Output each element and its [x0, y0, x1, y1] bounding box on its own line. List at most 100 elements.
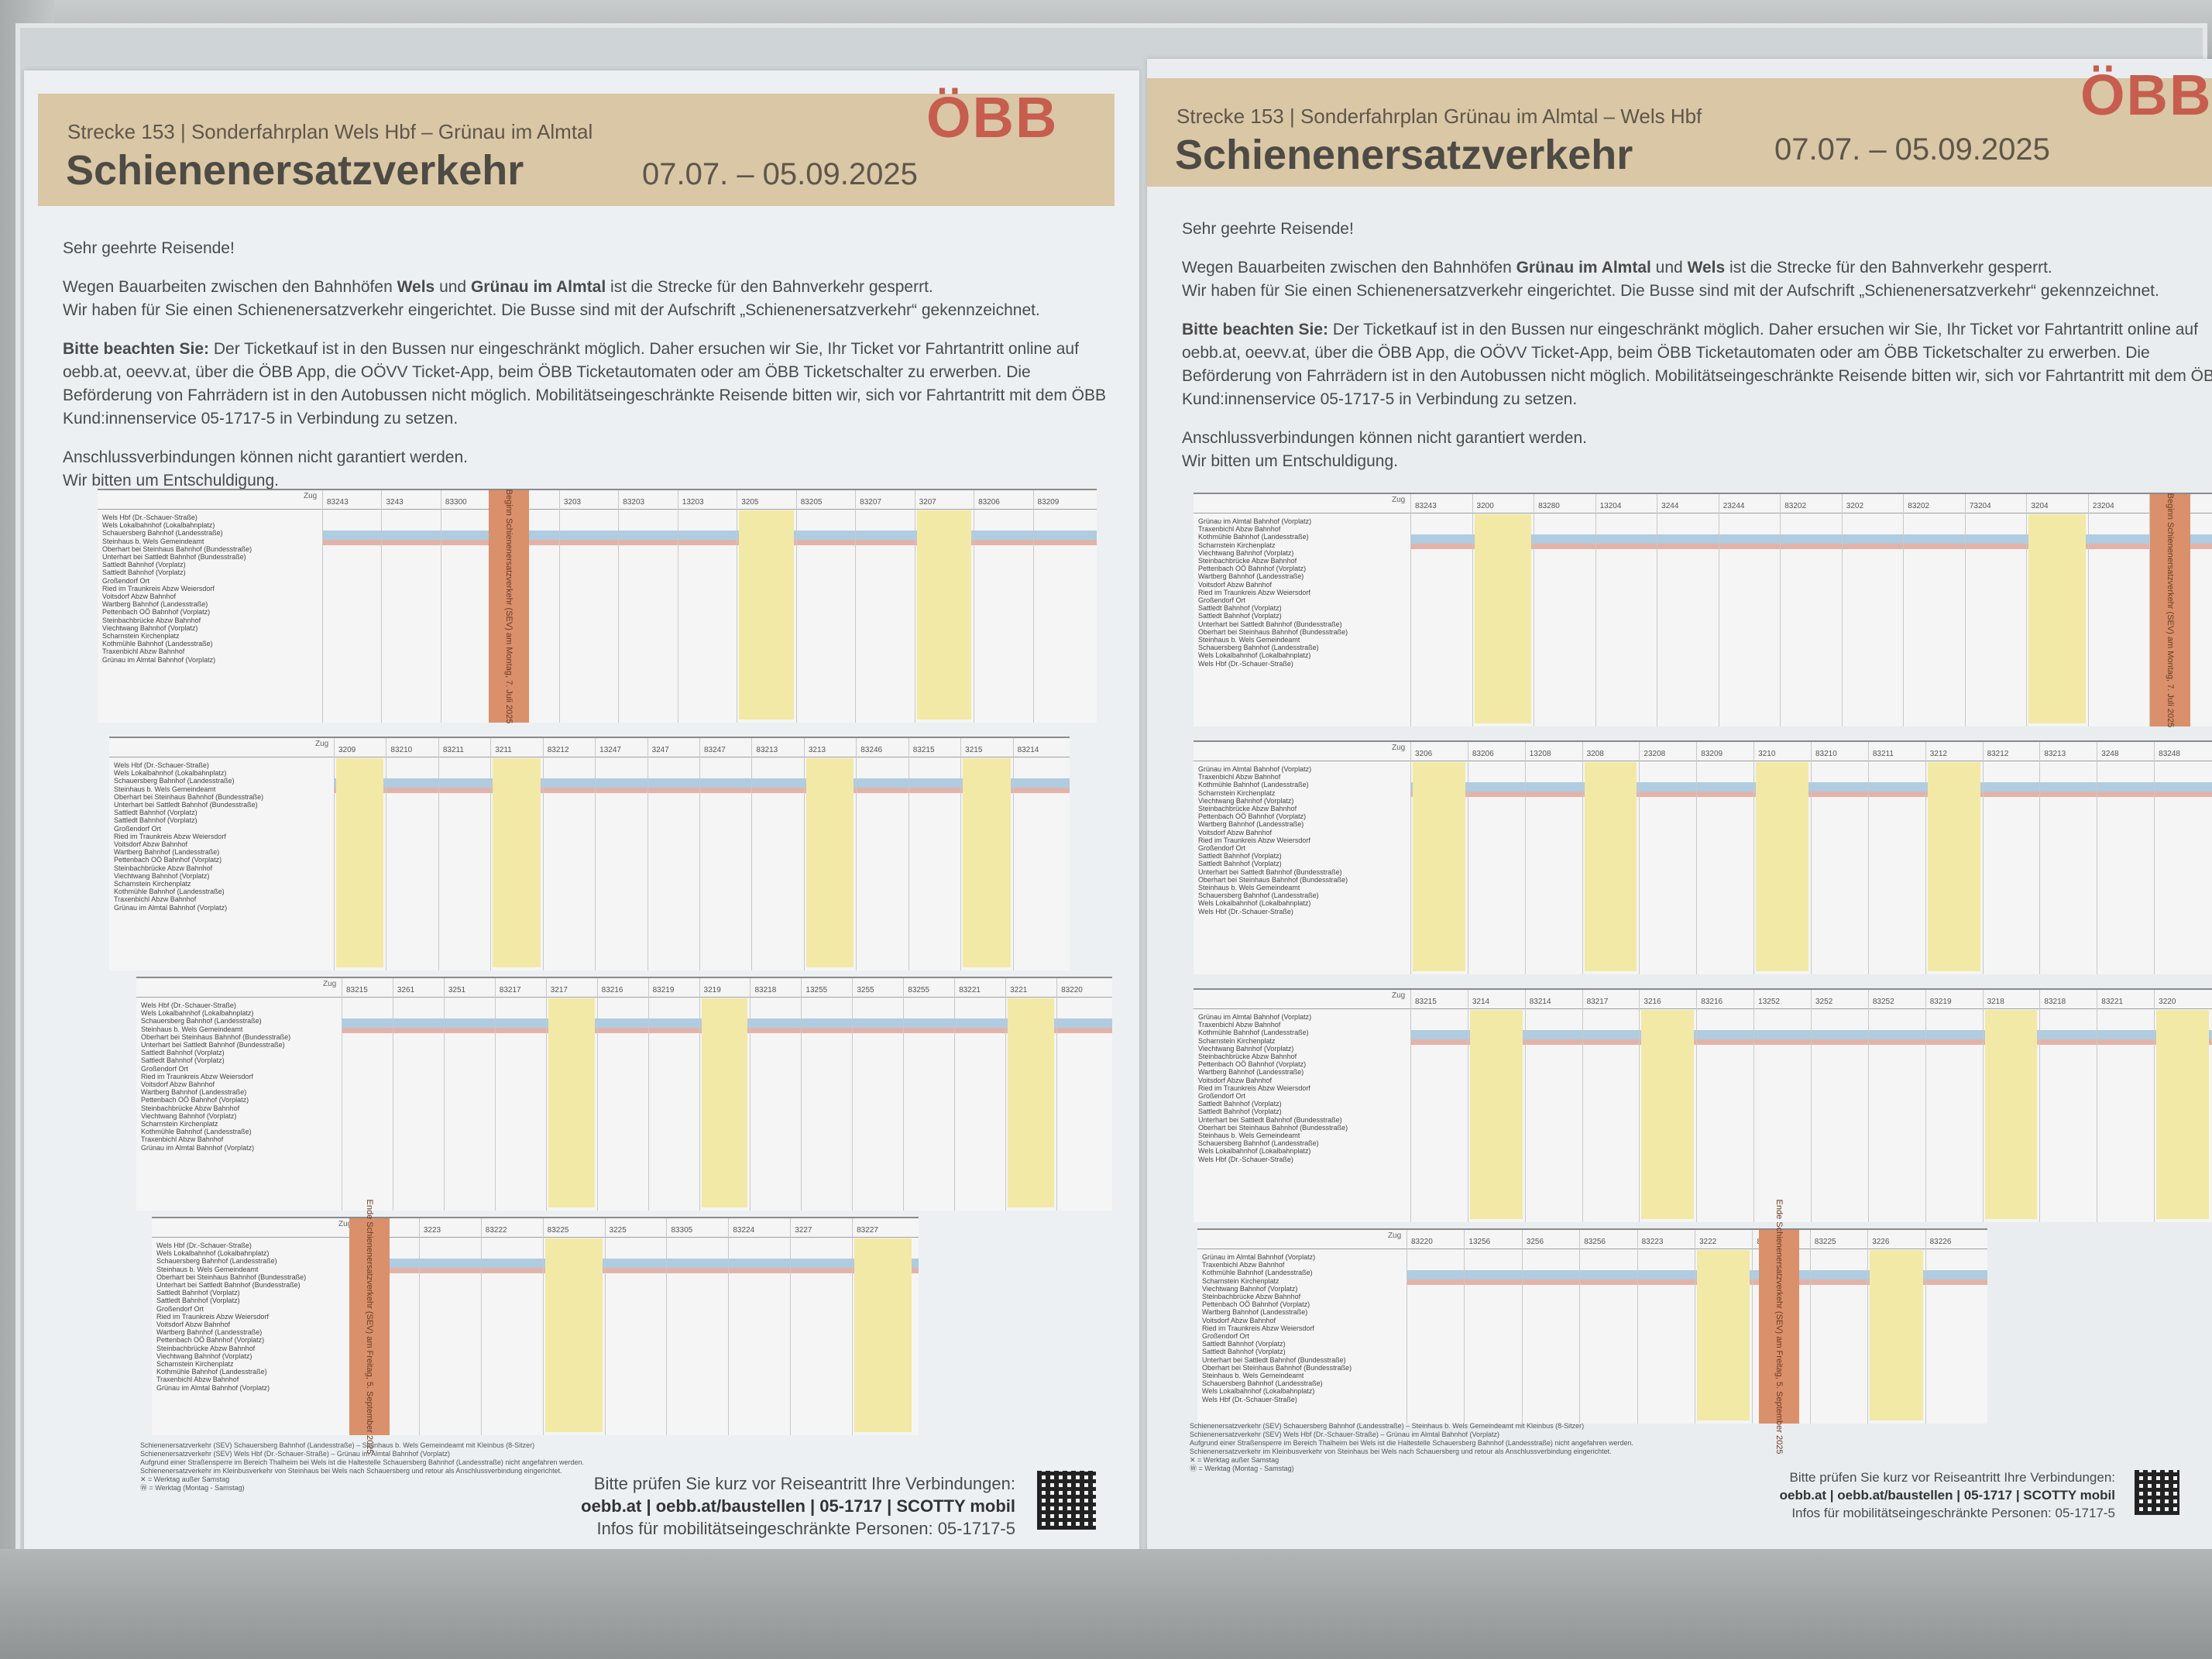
- station-name: Wartberg Bahnhof (Landesstraße): [141, 1088, 247, 1097]
- train-number: 83248: [2159, 750, 2180, 758]
- station-name: Unterhart bei Sattledt Bahnhof (Bundesst…: [1202, 1355, 1346, 1364]
- train-number: 3222: [1699, 1238, 1717, 1246]
- column-divider: [1005, 978, 1007, 1211]
- station-name: Voitsdorf Abzw Bahnhof: [114, 840, 188, 849]
- marker-text: Beginn Schienenersatzverkehr (SEV) am Mo…: [504, 489, 514, 724]
- column-divider: [604, 1218, 606, 1435]
- timetable-block: Zug Wels Hbf (Dr.-Schauer-Straße) Wels Lok…: [136, 977, 1112, 1211]
- station-name: Wartberg Bahnhof (Landesstraße): [156, 1328, 263, 1337]
- train-number: 13204: [1599, 502, 1622, 510]
- column-divider: [1925, 990, 1926, 1222]
- station-name: Großendorf Ort: [156, 1304, 204, 1313]
- column-divider: [1982, 742, 1984, 974]
- station-name: Voitsdorf Abzw Bahnhof: [141, 1080, 215, 1089]
- sev-column: [548, 998, 595, 1207]
- poster-title: Schienenersatzverkehr: [66, 147, 524, 194]
- station-name: Steinhaus b. Wels Gemeindeamt: [1198, 636, 1300, 644]
- column-divider: [1753, 742, 1755, 974]
- station-name: Pettenbach OÖ Bahnhof (Vorplatz): [1198, 812, 1307, 821]
- train-number: 83206: [1472, 750, 1494, 758]
- station-name: Scharnstein Kirchenplatz: [156, 1360, 234, 1369]
- train-number: 3226: [1872, 1238, 1890, 1246]
- station-name: Traxenbichl Abzw Bahnhof: [1198, 525, 1281, 534]
- station-name: Sattledt Bahnhof (Vorplatz): [114, 816, 198, 825]
- column-divider: [1579, 1230, 1581, 1424]
- column-divider: [856, 738, 857, 970]
- station-name: Grünau im Almtal Bahnhof (Vorplatz): [1198, 1013, 1312, 1021]
- station-name: Scharnstein Kirchenplatz: [102, 632, 180, 641]
- timetable-block: Zug Wels Hbf (Dr.-Schauer-Straße) Wels Lok…: [109, 737, 1070, 970]
- station-name: Grünau im Almtal Bahnhof (Vorplatz): [102, 655, 216, 664]
- paragraph-apology: Anschlussverbindungen können nicht garan…: [63, 448, 469, 489]
- column-divider: [1582, 742, 1583, 974]
- train-number: 83217: [1586, 998, 1609, 1006]
- qr-code: [2135, 1470, 2179, 1515]
- station-name: Wels Hbf (Dr.-Schauer-Straße): [1198, 1155, 1293, 1163]
- sev-column: [854, 1238, 912, 1432]
- station-name: Scharnstein Kirchenplatz: [1198, 788, 1276, 797]
- validity-dates: 07.07. – 05.09.2025: [642, 157, 918, 191]
- train-number: 83212: [547, 746, 569, 754]
- train-number: 83300: [445, 498, 467, 507]
- train-number: 13247: [599, 746, 621, 754]
- station-name: Wels Lokalbahnhof (Lokalbahnplatz): [156, 1249, 270, 1258]
- station-name: Oberhart bei Steinhaus Bahnhof (Bundesst…: [114, 792, 264, 801]
- station-name: Wels Lokalbahnhof (Lokalbahnplatz): [1198, 1147, 1311, 1156]
- station-name: Kothmühle Bahnhof (Landesstraße): [1198, 533, 1309, 541]
- station-name: Ried im Traunkreis Abzw Weiersdorf: [1198, 588, 1310, 596]
- station-name: Unterhart bei Sattledt Bahnhof (Bundesst…: [141, 1041, 285, 1049]
- station-name: Traxenbichl Abzw Bahnhof: [141, 1135, 224, 1144]
- station-name: Wartberg Bahnhof (Landesstraße): [1202, 1308, 1308, 1317]
- train-number: 3252: [1815, 998, 1833, 1006]
- station-name: Sattledt Bahnhof (Vorplatz): [1198, 852, 1282, 860]
- station-name: Voitsdorf Abzw Bahnhof: [1198, 580, 1273, 589]
- train-number: 83243: [327, 498, 349, 507]
- train-number: 83209: [1701, 750, 1723, 758]
- train-number: 83214: [1529, 998, 1551, 1006]
- validity-dates: 07.07. – 05.09.2025: [1774, 132, 2050, 167]
- sev-band-red: [1410, 544, 2212, 549]
- marker-text: Ende Schienenersatzverkehr (SEV) am Frei…: [365, 1199, 374, 1455]
- station-name: Steinhaus b. Wels Gemeindeamt: [1198, 884, 1300, 892]
- column-divider: [2039, 742, 2041, 974]
- oebb-logo: ÖBB: [2080, 63, 2212, 127]
- station-name: Schauersberg Bahnhof (Landesstraße): [102, 529, 223, 538]
- sev-band-red: [334, 788, 1070, 793]
- station-name: Traxenbichl Abzw Bahnhof: [1198, 1021, 1281, 1029]
- train-number: 3208: [1586, 750, 1604, 758]
- column-divider: [558, 490, 560, 723]
- zug-label: Zug: [1392, 991, 1406, 1000]
- column-divider: [699, 978, 700, 1211]
- train-number: 3216: [1644, 998, 1661, 1006]
- column-divider: [1410, 990, 1411, 1222]
- train-number: 13252: [1758, 998, 1780, 1006]
- zug-label: Zug: [1392, 744, 1406, 752]
- column-divider: [728, 1218, 730, 1435]
- station-name: Steinhaus b. Wels Gemeindeamt: [1198, 1132, 1300, 1140]
- train-number: 83218: [754, 986, 777, 994]
- greeting: Sehr geehrte Reisende!: [63, 239, 235, 257]
- station-name: Viechtwang Bahnhof (Vorplatz): [1198, 796, 1294, 805]
- timetable-block: Zug Grünau im Almtal Bahnhof (Vorplatz) Tr…: [1194, 493, 2212, 727]
- train-number: 3256: [1526, 1238, 1544, 1246]
- station-list: Grünau im Almtal Bahnhof (Vorplatz) Traxe…: [1202, 1253, 1352, 1403]
- column-divider: [1964, 494, 1966, 726]
- train-number: 3204: [2031, 502, 2049, 510]
- station-name: Wels Lokalbahnhof (Lokalbahnplatz): [141, 1009, 254, 1018]
- station-name: Voitsdorf Abzw Bahnhof: [156, 1321, 231, 1329]
- station-name: Grünau im Almtal Bahnhof (Vorplatz): [141, 1143, 255, 1152]
- train-number: 3247: [651, 746, 669, 754]
- column-divider: [1867, 742, 1869, 974]
- sev-column: [963, 758, 1011, 967]
- train-number: 83256: [1584, 1238, 1606, 1246]
- station-name: Scharnstein Kirchenplatz: [1198, 1036, 1276, 1045]
- sev-column: [1697, 1250, 1750, 1420]
- station-name: Sattledt Bahnhof (Vorplatz): [1198, 1108, 1282, 1116]
- station-name: Großendorf Ort: [1198, 844, 1246, 853]
- sev-column: [1584, 762, 1637, 971]
- sev-column: [2028, 514, 2086, 723]
- station-name: Großendorf Ort: [1202, 1332, 1250, 1341]
- station-name: Grünau im Almtal Bahnhof (Vorplatz): [1198, 517, 1312, 525]
- train-number: 83210: [390, 746, 413, 754]
- paragraph-closure: Wegen Bauarbeiten zwischen den Bahnhöfen…: [1182, 259, 2159, 300]
